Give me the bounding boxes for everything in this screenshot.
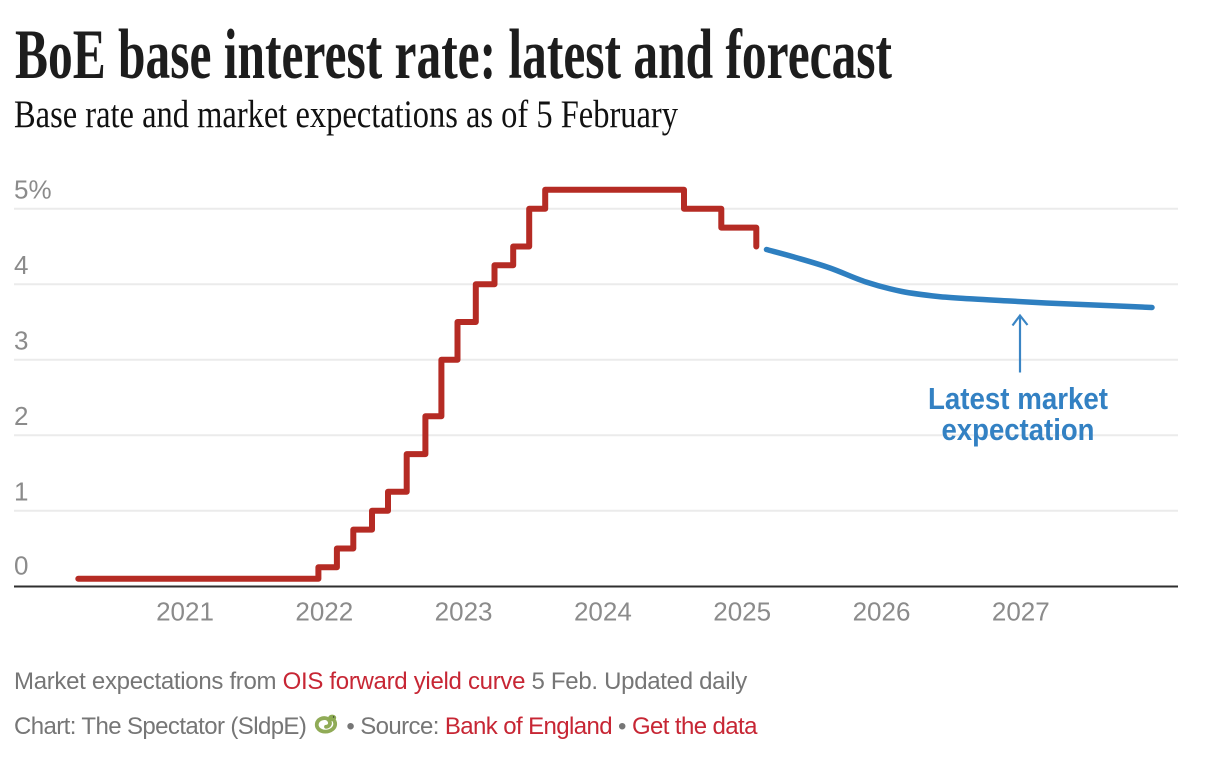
svg-text:2027: 2027: [992, 597, 1050, 627]
svg-text:4: 4: [14, 250, 28, 280]
svg-text:3: 3: [14, 325, 28, 355]
svg-text:0: 0: [14, 551, 28, 581]
svg-text:2025: 2025: [713, 597, 771, 627]
svg-text:2: 2: [14, 401, 28, 431]
svg-text:expectation: expectation: [942, 412, 1095, 447]
svg-text:1: 1: [14, 476, 28, 506]
svg-text:2023: 2023: [435, 597, 493, 627]
svg-text:2026: 2026: [853, 597, 911, 627]
svg-text:2022: 2022: [295, 597, 353, 627]
svg-text:2021: 2021: [156, 597, 214, 627]
svg-text:2024: 2024: [574, 597, 632, 627]
svg-text:Latest market: Latest market: [928, 381, 1108, 416]
svg-text:5%: 5%: [14, 174, 52, 204]
